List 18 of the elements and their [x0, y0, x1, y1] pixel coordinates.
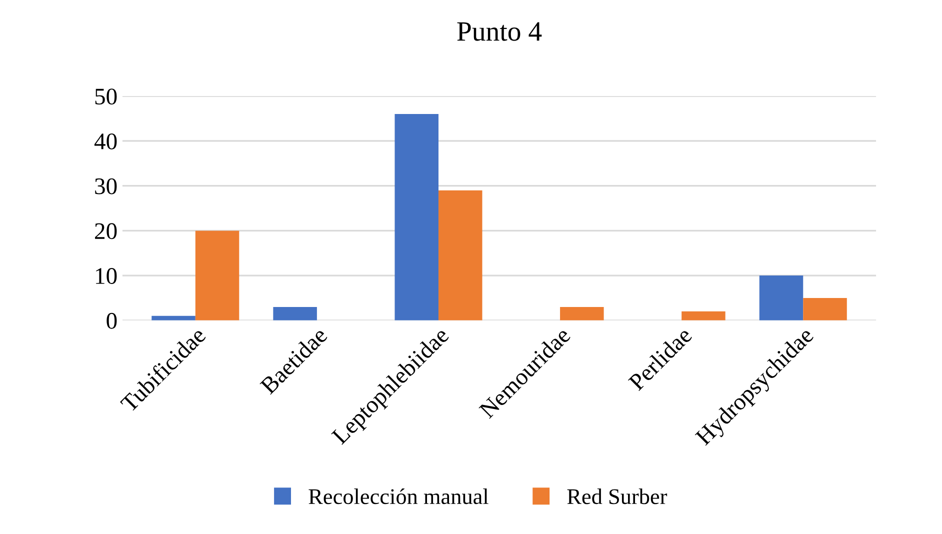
bar: [682, 311, 726, 320]
bar: [560, 306, 604, 320]
legend-label: Red Surber: [567, 488, 668, 504]
y-tick-label: 20: [95, 223, 117, 240]
y-tick-label: 0: [106, 312, 117, 329]
chart-title: Punto 4: [457, 22, 542, 41]
legend-label: Recolección manual: [308, 488, 488, 504]
y-tick-label: 40: [94, 133, 117, 150]
y-tick-label: 30: [95, 178, 117, 194]
y-tick-label: 10: [96, 268, 117, 284]
bar: [152, 316, 196, 320]
bar: [273, 306, 317, 320]
bar: [394, 114, 438, 320]
bar: [803, 298, 847, 320]
y-tick-label: 50: [95, 88, 117, 105]
bar: [759, 276, 804, 320]
bar: [438, 190, 482, 320]
bar: [195, 230, 240, 320]
